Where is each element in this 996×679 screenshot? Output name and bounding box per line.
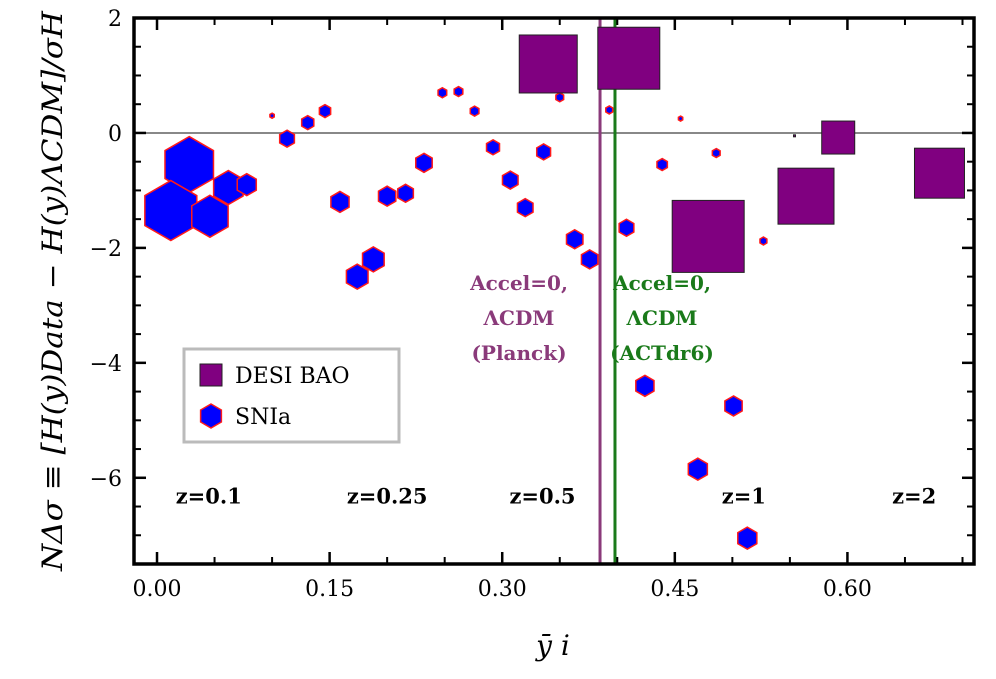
desi-bao-point — [821, 120, 856, 155]
y-axis-title: NΔσ ≡ [H(y)Data − H(y)ΛCDM]/σH — [36, 10, 69, 572]
x-tick-label: 0.60 — [823, 577, 872, 602]
snia-point — [687, 457, 709, 482]
desi-bao-point — [518, 34, 578, 94]
snia-point — [635, 374, 655, 398]
desi-bao-point — [913, 147, 965, 199]
act-label-line1: Accel=0, — [612, 271, 711, 295]
y-tick-label: 0 — [108, 122, 122, 147]
snia-point — [759, 236, 768, 246]
snia-point — [300, 114, 315, 131]
snia-point — [437, 86, 448, 99]
snia-point — [377, 185, 397, 208]
snia-point — [677, 115, 684, 122]
snia-point — [737, 526, 758, 551]
desi-bao-point — [777, 167, 835, 225]
redshift-label: z=2 — [892, 484, 936, 509]
snia-point — [555, 91, 565, 103]
planck-label-line1: Accel=0, — [469, 271, 568, 295]
snia-point — [278, 129, 296, 149]
x-tick-label: 0.30 — [478, 577, 527, 602]
x-tick-label: 0.15 — [305, 577, 354, 602]
snia-point — [191, 194, 229, 239]
snia-point — [330, 190, 350, 214]
legend-box — [182, 347, 401, 444]
snia-point — [318, 103, 332, 119]
snia-point — [656, 157, 669, 172]
snia-point — [711, 147, 721, 159]
snia-point — [144, 179, 198, 242]
snia-point — [535, 143, 552, 161]
y-tick-labels: 2 0 −2 −4 −6 — [90, 7, 122, 492]
act-label-line3: (ACTdr6) — [610, 341, 714, 365]
vertical-line-labels: Accel=0, ΛCDM (Planck) Accel=0, ΛCDM (AC… — [469, 271, 714, 365]
x-tick-labels: 0.00 0.15 0.30 0.45 0.60 — [133, 577, 872, 602]
y-tick-label: −2 — [90, 237, 122, 262]
plot-frame — [132, 16, 976, 566]
x-axis-title: ȳ i — [534, 629, 570, 662]
redshift-label: z=0.5 — [509, 484, 575, 509]
snia-point — [516, 197, 534, 218]
y-tick-label: −4 — [90, 352, 122, 377]
planck-label-line3: (Planck) — [471, 341, 566, 365]
snia-point — [361, 246, 385, 273]
desi-bao-point — [792, 134, 796, 138]
planck-label-line2: ΛCDM — [483, 306, 555, 330]
snia-point — [469, 105, 480, 117]
x-tick-label: 0.45 — [650, 577, 699, 602]
legend-label-desi-bao: DESI BAO — [235, 364, 350, 389]
redshift-label: z=0.1 — [176, 484, 242, 509]
legend: DESI BAO SNIa — [182, 347, 401, 444]
data-markers — [144, 26, 965, 551]
act-label-line2: ΛCDM — [626, 306, 698, 330]
snia-point — [618, 218, 635, 238]
snia-point — [580, 249, 599, 270]
snia-point — [397, 183, 415, 204]
snia-point — [453, 85, 464, 98]
legend-square-marker — [199, 363, 223, 387]
snia-point — [345, 263, 369, 290]
snia-point — [724, 395, 743, 417]
snia-point — [605, 105, 614, 115]
snia-point — [236, 172, 258, 197]
snia-point — [501, 170, 519, 190]
x-tick-label: 0.00 — [133, 577, 182, 602]
snia-point — [415, 152, 433, 174]
legend-label-snia: SNIa — [235, 405, 291, 430]
legend-hexagon-marker — [199, 403, 223, 429]
y-tick-label: 2 — [108, 7, 122, 32]
redshift-label: z=0.25 — [347, 484, 428, 509]
desi-bao-point — [671, 199, 745, 273]
snia-point — [565, 228, 584, 250]
desi-bao-point — [597, 26, 661, 90]
y-tick-label: −6 — [90, 467, 122, 492]
redshift-label: z=1 — [722, 484, 766, 509]
axis-ticks — [134, 16, 974, 564]
snia-point — [485, 138, 501, 156]
redshift-labels: z=0.1 z=0.25 z=0.5 z=1 z=2 — [176, 484, 936, 509]
snia-point — [269, 112, 275, 120]
